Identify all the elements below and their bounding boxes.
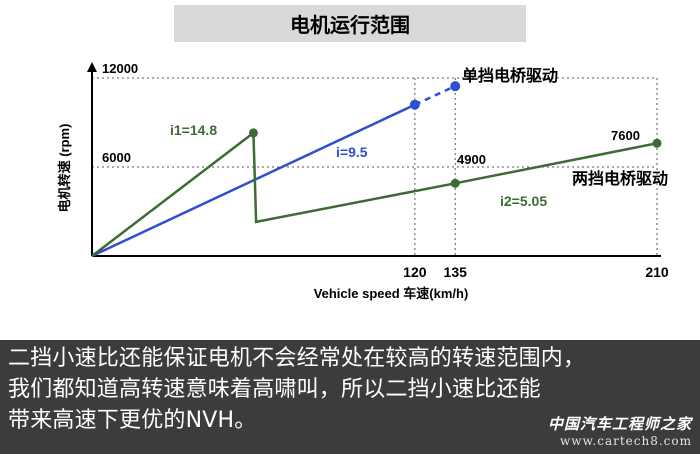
- x-axis-label: Vehicle speed 车速(km/h): [314, 286, 469, 301]
- series-line-single-gear: [91, 103, 416, 258]
- motor-speed-chart: 12000 6000 120 135 210 Vehicle speed 车速(km/h)…: [57, 61, 669, 301]
- label-layer: 12000 6000 120 135 210 Vehicle speed 车速(km/h)…: [57, 61, 669, 301]
- point-two-gear-60: [248, 128, 258, 138]
- legend-single-gear: 单挡电桥驱动: [462, 66, 558, 85]
- point-two-gear-135: [450, 178, 460, 188]
- x-tick-120: 120: [403, 264, 427, 280]
- chart-title: 电机运行范围: [174, 5, 526, 42]
- caption-line-1: 二挡小速比还能保证电机不会经常处在较高的转速范围内，: [8, 346, 586, 371]
- caption-line-2: 我们都知道高转速意味着高啸叫，所以二挡小速比还能: [8, 377, 541, 402]
- legend-two-gear: 两挡电桥驱动: [572, 169, 668, 188]
- series-extension-single-gear: [414, 85, 456, 106]
- point-single-gear-120: [409, 99, 420, 110]
- series-layer: [91, 81, 662, 258]
- x-tick-210: 210: [645, 264, 669, 280]
- series-line-two-gear: [91, 130, 658, 257]
- point-two-gear-210: [652, 138, 662, 148]
- point-single-gear-135: [450, 81, 461, 92]
- y-tick-6000: 6000: [102, 150, 131, 165]
- axes-layer: [87, 62, 661, 257]
- caption-line-3: 带来高速下更优的NVH。: [8, 408, 257, 433]
- y-axis-label: 电机转速 (rpm): [57, 124, 72, 213]
- x-tick-135: 135: [444, 264, 468, 280]
- annotation-4900: 4900: [457, 152, 486, 167]
- watermark-url: www.cartech8.com: [560, 434, 692, 448]
- ratio-label-gear1: i1=14.8: [170, 122, 217, 138]
- watermark-title: 中国汽车工程师之家: [547, 415, 692, 433]
- ratio-label-gear2: i2=5.05: [500, 193, 547, 209]
- y-axis-arrow: [87, 62, 97, 72]
- grid-layer: [92, 77, 658, 256]
- y-tick-12000: 12000: [102, 61, 138, 76]
- ratio-label-single: i=9.5: [336, 144, 368, 160]
- annotation-7600: 7600: [611, 128, 640, 143]
- watermark: 中国汽车工程师之家 www.cartech8.com: [548, 413, 692, 448]
- caption-box: 二挡小速比还能保证电机不会经常处在较高的转速范围内， 我们都知道高转速意味着高啸…: [0, 340, 700, 454]
